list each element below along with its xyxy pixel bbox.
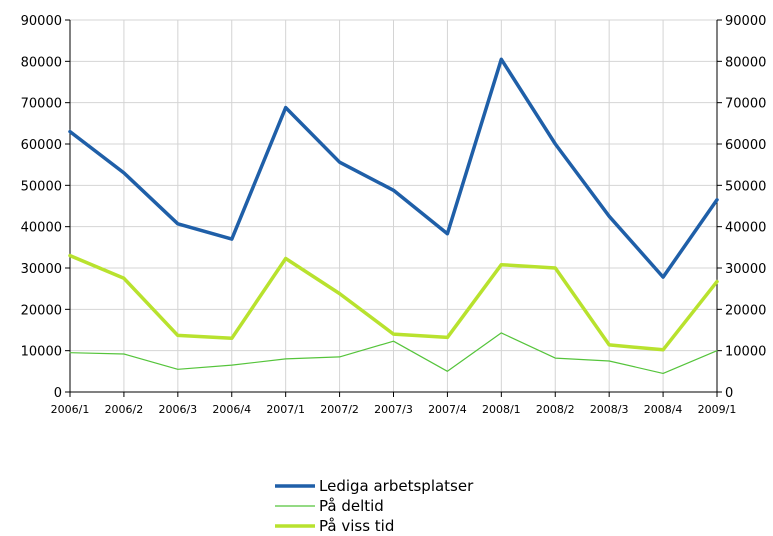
y-tick-label-left: 60000 bbox=[21, 138, 62, 153]
y-tick-label-left: 30000 bbox=[21, 262, 62, 277]
x-tick-label: 2007/2 bbox=[320, 403, 359, 416]
x-tick-label: 2006/2 bbox=[105, 403, 144, 416]
x-tick-label: 2008/4 bbox=[644, 403, 683, 416]
legend-label-1: På deltid bbox=[319, 497, 384, 515]
x-tick-label: 2008/2 bbox=[536, 403, 575, 416]
x-tick-label: 2007/1 bbox=[266, 403, 305, 416]
y-tick-label-right: 90000 bbox=[725, 14, 766, 29]
series-line-0 bbox=[68, 57, 719, 279]
y-tick-label-right: 80000 bbox=[725, 55, 766, 70]
y-tick-label-left: 0 bbox=[54, 386, 62, 401]
legend-label-0: Lediga arbetsplatser bbox=[319, 477, 474, 495]
y-tick-label-right: 0 bbox=[725, 386, 733, 401]
series-line-2 bbox=[68, 253, 719, 352]
axes bbox=[65, 19, 722, 397]
x-tick-label: 2006/3 bbox=[158, 403, 197, 416]
x-tick-label: 2009/1 bbox=[698, 403, 737, 416]
y-tick-label-right: 70000 bbox=[725, 97, 766, 112]
y-tick-label-left: 80000 bbox=[21, 55, 62, 70]
y-tick-label-right: 50000 bbox=[725, 179, 766, 194]
x-tick-label: 2007/3 bbox=[374, 403, 413, 416]
y-tick-label-right: 40000 bbox=[725, 221, 766, 236]
y-axis-right: 0 10000 20000 30000 40000 50000 60000 70000 8000… bbox=[725, 14, 766, 401]
x-tick-label: 2008/3 bbox=[590, 403, 629, 416]
y-tick-label-right: 10000 bbox=[725, 345, 766, 360]
grid bbox=[69, 19, 718, 393]
x-axis: 2006/1 2006/2 2006/3 2006/4 2007/1 2007/2 2007… bbox=[51, 403, 737, 416]
y-tick-label-left: 70000 bbox=[21, 97, 62, 112]
y-tick-label-right: 30000 bbox=[725, 262, 766, 277]
y-tick-label-right: 60000 bbox=[725, 138, 766, 153]
x-tick-label: 2006/1 bbox=[51, 403, 90, 416]
x-tick-label: 2006/4 bbox=[212, 403, 251, 416]
x-tick-label: 2008/1 bbox=[482, 403, 521, 416]
y-tick-label-right: 20000 bbox=[725, 303, 766, 318]
series-lines bbox=[68, 57, 719, 374]
legend-label-2: På viss tid bbox=[319, 517, 394, 535]
x-tick-label: 2007/4 bbox=[428, 403, 467, 416]
series-line-1 bbox=[69, 332, 718, 374]
y-tick-label-left: 50000 bbox=[21, 179, 62, 194]
y-axis-left: 0 10000 20000 30000 40000 50000 60000 70000 8000… bbox=[21, 14, 62, 401]
legend: Lediga arbetsplatser På deltid På viss tid bbox=[275, 477, 474, 535]
y-tick-label-left: 90000 bbox=[21, 14, 62, 29]
y-tick-label-left: 20000 bbox=[21, 303, 62, 318]
y-tick-label-left: 40000 bbox=[21, 221, 62, 236]
y-tick-label-left: 10000 bbox=[21, 345, 62, 360]
